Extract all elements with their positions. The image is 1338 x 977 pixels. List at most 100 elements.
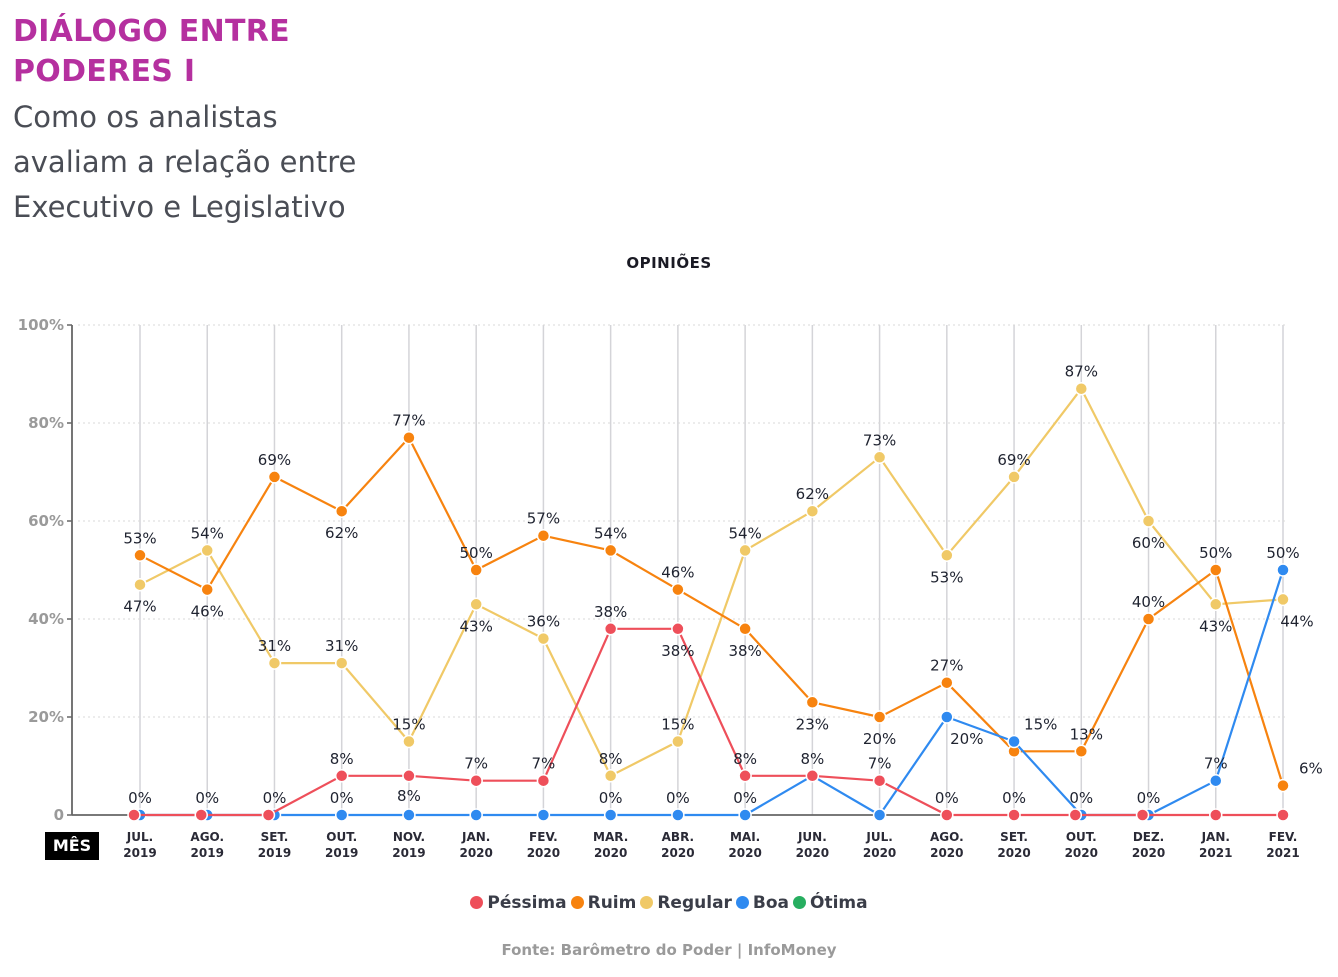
data-label: 15% [661, 716, 694, 734]
data-label: 7% [464, 755, 488, 773]
x-tick-label-month: NOV. [393, 830, 425, 844]
x-tick-label-year: 2019 [258, 846, 291, 860]
series-regular [133, 381, 1290, 783]
legend-item-regular[interactable]: Regular [640, 893, 732, 913]
chart-title: OPINIÕES [626, 254, 712, 272]
data-label: 38% [728, 642, 761, 660]
data-point-pessima [536, 773, 551, 788]
data-point-regular [267, 656, 282, 670]
data-point-pessima [469, 773, 483, 788]
legend-label: Boa [752, 893, 790, 913]
data-label: 77% [392, 412, 425, 430]
data-label: 0% [330, 789, 354, 807]
data-point-boa [536, 808, 551, 822]
x-tick-label-month: OUT. [326, 830, 357, 844]
data-point-ruim [133, 548, 147, 563]
x-tick-label-month: JUL. [865, 830, 892, 844]
data-point-regular [1007, 470, 1021, 484]
legend-swatch-icon [735, 896, 749, 909]
data-label: 0% [1002, 789, 1026, 807]
data-label: 8% [599, 750, 623, 768]
data-point-pessima [671, 622, 685, 636]
y-tick-label: 60% [28, 512, 64, 530]
series-layer [127, 381, 1290, 822]
y-tick-label: 20% [28, 708, 64, 726]
data-point-pessima [1068, 808, 1083, 822]
data-label: 7% [532, 755, 556, 773]
data-label: 46% [661, 564, 694, 582]
x-tick-label-month: JUN. [797, 830, 827, 844]
x-tick-label-month: FEV. [529, 830, 558, 844]
data-point-ruim [536, 528, 551, 543]
data-label: 20% [950, 730, 983, 748]
data-label: 23% [796, 715, 829, 733]
x-tick-label-month: FEV. [1269, 830, 1298, 844]
data-point-boa [671, 808, 685, 822]
x-tick-label-month: JAN. [1201, 830, 1230, 844]
x-tick-label-month: SET. [1000, 830, 1028, 844]
y-tick-label: 100% [18, 316, 64, 334]
legend-item-ruim[interactable]: Ruim [570, 893, 636, 913]
series-ruim [133, 430, 1290, 793]
data-label: 43% [1199, 617, 1232, 635]
data-point-regular [940, 548, 954, 563]
data-point-boa [872, 808, 887, 822]
data-label: 0% [1069, 789, 1093, 807]
data-label: 87% [1065, 363, 1098, 381]
x-tick-label-year: 2020 [863, 846, 896, 860]
data-point-ruim [805, 695, 820, 710]
data-label: 62% [325, 524, 358, 542]
data-label-layer: 0% 53% 47% 0% 54% 46% 0% 69% 31% 0% 8% 62% 31% 8% 77% 1… [123, 363, 1322, 807]
chart-heading-line-2: PODERES I [13, 54, 196, 89]
x-axis-badge: MÊS [45, 832, 99, 860]
y-tick-label: 0 [54, 806, 64, 824]
x-tick-label-month: JUL. [126, 830, 153, 844]
data-label: 50% [1266, 544, 1299, 562]
data-label: 8% [800, 750, 824, 768]
x-tick-label-year: 2020 [527, 846, 560, 860]
data-point-regular [1209, 597, 1223, 612]
legend-item-otima[interactable]: Ótima [793, 893, 868, 913]
x-tick-label-year: 2020 [1065, 846, 1098, 860]
series-line-pessima [134, 627, 1283, 817]
data-point-regular [536, 631, 551, 646]
data-point-regular [738, 543, 752, 558]
data-point-boa [738, 808, 752, 822]
data-label: 0% [195, 789, 219, 807]
data-point-regular [805, 504, 820, 518]
data-point-regular [334, 656, 349, 670]
y-tick-label: 80% [28, 414, 64, 432]
data-point-pessima [940, 808, 954, 822]
data-label: 54% [191, 524, 224, 542]
legend-item-pessima[interactable]: Péssima [470, 893, 567, 913]
data-label: 60% [1132, 534, 1165, 552]
data-label: 31% [258, 637, 291, 655]
data-label: 0% [128, 789, 152, 807]
data-point-regular [1141, 514, 1156, 528]
x-tick-label-month: MAI. [730, 830, 760, 844]
data-label: 0% [1137, 789, 1161, 807]
legend-item-boa[interactable]: Boa [735, 893, 790, 913]
data-label: 50% [1199, 544, 1232, 562]
data-label: 6% [1299, 760, 1323, 778]
x-tick-label-year: 2020 [661, 846, 694, 860]
data-label: 44% [1280, 612, 1313, 630]
x-tick-label-month: DEZ. [1133, 830, 1164, 844]
data-point-ruim [1141, 612, 1156, 626]
x-tick-label-month: MAR. [593, 830, 628, 844]
data-point-regular [402, 734, 416, 749]
data-point-ruim [469, 563, 483, 577]
x-tick-label-year: 2020 [796, 846, 829, 860]
data-label: 57% [527, 510, 560, 528]
x-tick-label-month: AGO. [190, 830, 224, 844]
data-point-regular [671, 734, 685, 749]
y-tick-label: 40% [28, 610, 64, 628]
data-point-ruim [872, 710, 887, 724]
data-label: 27% [930, 657, 963, 675]
data-point-ruim [334, 504, 349, 518]
data-point-pessima [194, 808, 208, 822]
chart-heading-line-1: DIÁLOGO ENTRE [13, 14, 290, 49]
data-label: 36% [527, 613, 560, 631]
data-label: 0% [733, 789, 757, 807]
data-label: 50% [460, 544, 493, 562]
